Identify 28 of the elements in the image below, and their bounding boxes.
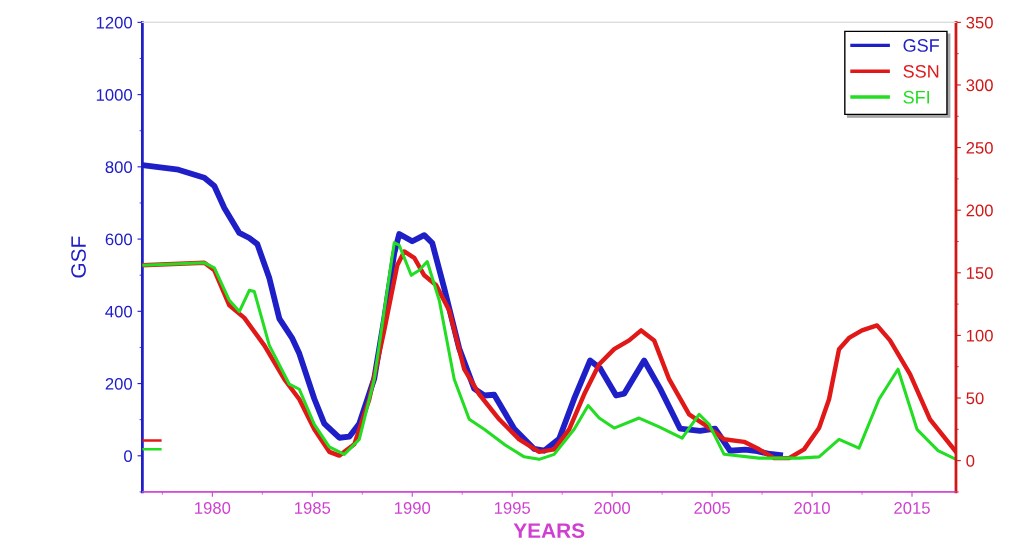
- y-axis-title: GSF: [71, 236, 86, 278]
- legend-label: GSF: [903, 39, 939, 52]
- y2-tick-label: 300: [966, 79, 993, 92]
- x-tick-label: 2000: [594, 502, 631, 514]
- y-tick-label: 200: [105, 377, 133, 390]
- x-tick-label: 2010: [794, 502, 830, 514]
- y2-tick-label: 200: [966, 204, 993, 217]
- y2-tick-label: 150: [966, 267, 993, 279]
- x-tick-label: 2015: [894, 502, 930, 514]
- x-tick-label: 1980: [195, 502, 231, 514]
- x-tick-label: 1995: [494, 502, 531, 514]
- x-tick-label: 2005: [694, 502, 730, 514]
- y-tick-label: 1200: [96, 16, 133, 29]
- x-axis-title: YEARS: [513, 523, 585, 539]
- y2-tick-label: 250: [966, 141, 993, 154]
- y-tick-label: 600: [105, 233, 133, 246]
- legend-label: SFI: [903, 90, 930, 104]
- y2-tick-label: 350: [966, 16, 993, 29]
- legend-label: SSN: [903, 64, 939, 78]
- y2-tick-label: 0: [966, 455, 975, 467]
- y-tick-label: 400: [105, 305, 133, 318]
- y-tick-label: 1000: [96, 89, 133, 101]
- x-tick-label: 1985: [295, 502, 331, 514]
- y2-tick-label: 100: [966, 329, 993, 342]
- y-tick-label: 800: [105, 161, 133, 174]
- x-tick-label: 1990: [394, 502, 431, 514]
- y-tick-label: 0: [124, 450, 133, 462]
- y2-tick-label: 50: [966, 392, 984, 405]
